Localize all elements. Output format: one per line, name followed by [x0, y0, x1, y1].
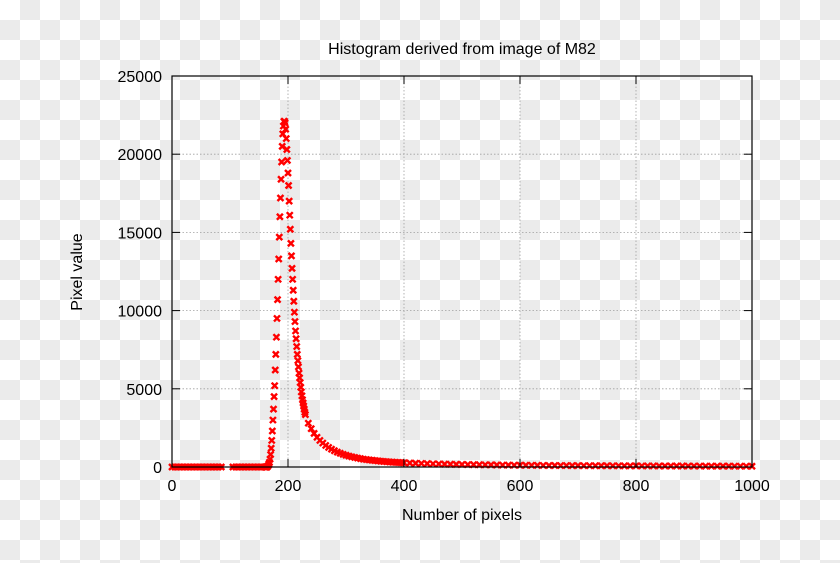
data-point: [574, 461, 582, 470]
data-point: [707, 462, 716, 470]
data-point: [690, 462, 698, 470]
data-point: [678, 462, 687, 470]
data-point: [275, 233, 284, 241]
data-point: [284, 181, 293, 190]
data-point: [585, 461, 594, 470]
axis-ticks: 0 200 400 600 800 100005000100001500020000250…: [118, 69, 770, 495]
x-tick-label: 1000: [734, 478, 770, 495]
data-point: [284, 169, 292, 177]
data-point: [274, 275, 282, 284]
x-tick-label: 200: [275, 478, 302, 495]
x-tick-label: 400: [391, 478, 418, 495]
data-point: [719, 462, 727, 470]
data-point: [286, 225, 295, 234]
data-point: [626, 462, 635, 470]
data-point: [282, 145, 291, 154]
data-point: [304, 419, 313, 428]
data-point: [294, 356, 302, 365]
data-point: [713, 462, 722, 470]
y-tick-label: 0: [153, 460, 162, 477]
data-point: [288, 275, 297, 284]
data-point: [269, 405, 278, 413]
data-point: [597, 461, 606, 470]
data-point: [568, 461, 577, 470]
data-point: [292, 342, 301, 351]
data-point: [287, 252, 296, 260]
data-points: [168, 117, 756, 471]
data-point: [266, 450, 275, 459]
data-point: [271, 350, 280, 359]
y-tick-label: 25000: [118, 69, 163, 86]
x-tick-label: 600: [507, 478, 534, 495]
chart-title: Histogram derived from image of M82: [328, 41, 596, 58]
data-point: [736, 462, 745, 471]
data-point: [655, 462, 664, 470]
data-point: [273, 295, 282, 304]
data-point: [684, 462, 693, 470]
data-point: [405, 459, 414, 467]
data-point: [608, 461, 617, 470]
data-point: [267, 436, 276, 445]
data-point: [649, 462, 658, 470]
data-point: [579, 461, 588, 470]
data-point: [672, 462, 681, 470]
data-point: [277, 158, 286, 166]
data-point: [285, 211, 294, 220]
y-tick-label: 15000: [118, 225, 163, 242]
x-tick-label: 0: [168, 478, 177, 495]
plot-frame: [171, 75, 753, 468]
data-point: [661, 462, 669, 470]
data-point: [283, 156, 292, 165]
y-tick-label: 20000: [118, 147, 163, 164]
data-point: [614, 461, 623, 470]
data-point: [273, 314, 281, 323]
data-point: [294, 363, 303, 371]
data-point: [269, 416, 277, 424]
data-point: [742, 462, 751, 471]
data-point: [288, 264, 296, 273]
data-point: [267, 444, 276, 453]
data-point: [276, 212, 284, 221]
data-point: [281, 125, 290, 134]
data-point: [292, 334, 300, 343]
data-point: [268, 427, 277, 435]
data-point: [272, 333, 281, 342]
data-point: [291, 317, 299, 326]
y-tick-label: 10000: [118, 304, 163, 321]
data-point: [307, 424, 316, 433]
data-point: [276, 194, 285, 202]
grid-lines: [172, 76, 752, 467]
data-point: [724, 462, 733, 471]
data-point: [270, 392, 278, 401]
data-point: [603, 461, 611, 470]
y-axis-label: Pixel value: [69, 233, 86, 310]
data-point: [289, 286, 298, 295]
data-point: [301, 410, 310, 419]
data-point: [287, 239, 295, 248]
data-point: [637, 462, 646, 470]
data-point: [271, 366, 280, 374]
data-point: [281, 119, 289, 127]
data-point: [643, 462, 652, 470]
data-point: [290, 308, 299, 317]
data-point: [666, 462, 675, 470]
x-tick-label: 800: [623, 478, 650, 495]
data-point: [274, 255, 283, 263]
data-point: [277, 175, 285, 184]
data-point: [285, 197, 294, 205]
y-tick-label: 5000: [126, 382, 162, 399]
data-point: [282, 134, 291, 143]
data-point: [730, 462, 739, 471]
data-point: [591, 461, 600, 470]
x-axis-label: Number of pixels: [402, 507, 522, 524]
data-point: [695, 462, 704, 470]
data-point: [620, 462, 629, 470]
data-point: [293, 350, 302, 359]
data-point: [270, 381, 279, 390]
data-point: [291, 327, 300, 335]
data-point: [701, 462, 710, 470]
data-point: [289, 297, 298, 306]
